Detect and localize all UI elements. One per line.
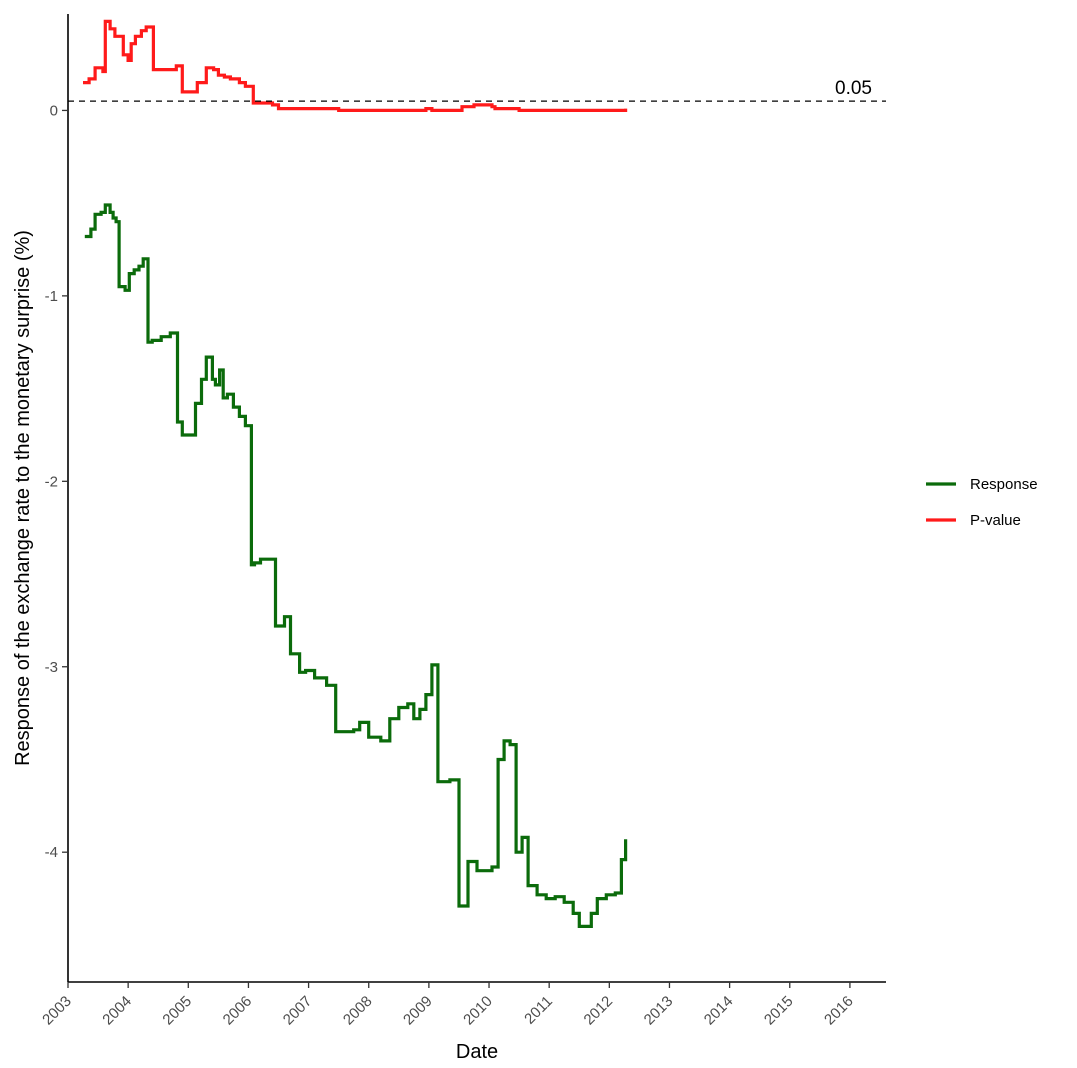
x-tick-label: 2009 <box>400 993 436 1029</box>
x-axis-ticks: 2003 2004 2005 2006 2007 2008 2009 2010 2011 2012… <box>39 982 857 1028</box>
axes <box>67 14 886 983</box>
series-line-p-value <box>83 19 628 112</box>
y-tick-label: -1 <box>45 288 58 305</box>
x-tick-label: 2012 <box>581 993 617 1029</box>
x-tick-label: 2016 <box>821 993 857 1029</box>
y-tick-label: 0 <box>50 102 58 119</box>
x-tick-label: 2014 <box>701 993 737 1029</box>
x-axis-title: Date <box>456 1041 498 1063</box>
x-tick-label: 2013 <box>641 993 677 1029</box>
x-tick-label: 2007 <box>280 993 316 1029</box>
x-tick-label: 2011 <box>521 993 556 1028</box>
x-tick-label: 2008 <box>340 993 376 1029</box>
x-tick-label: 2015 <box>761 993 797 1029</box>
x-tick-label: 2006 <box>220 993 256 1029</box>
reference-line-label: 0.05 <box>835 78 872 99</box>
x-tick-label: 2010 <box>460 993 496 1029</box>
x-tick-label: 2003 <box>39 993 75 1029</box>
y-tick-label: -2 <box>45 473 58 490</box>
legend-label-response: Response <box>970 476 1038 493</box>
y-axis-ticks: 0 -1 -2 -3 -4 <box>45 102 68 861</box>
y-tick-label: -4 <box>45 844 58 861</box>
x-tick-label: 2005 <box>160 993 196 1029</box>
y-tick-label: -3 <box>45 659 58 676</box>
x-tick-label: 2004 <box>99 993 135 1029</box>
legend-label-p-value: P-value <box>970 512 1021 529</box>
legend: Response P-value <box>926 476 1038 529</box>
plot-area <box>83 19 628 928</box>
series-line-response <box>84 203 628 928</box>
y-axis-title: Response of the exchange rate to the mon… <box>12 230 34 766</box>
